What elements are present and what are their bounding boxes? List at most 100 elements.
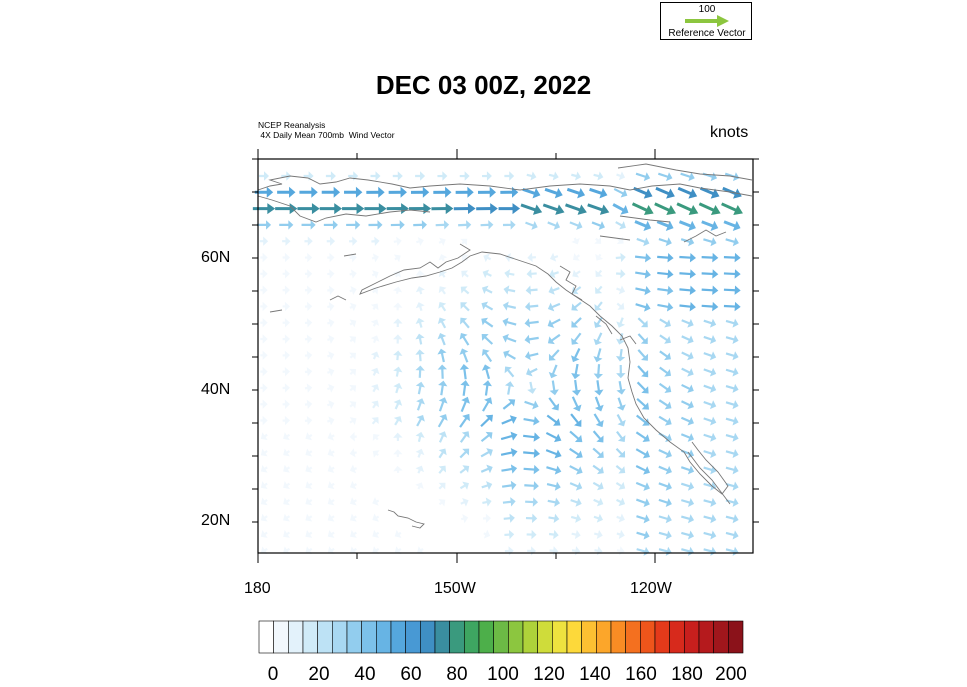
wind-arrow-icon (502, 497, 516, 507)
wind-arrow-icon (615, 221, 626, 230)
wind-arrow-icon (415, 482, 424, 490)
wind-arrow-icon (703, 384, 717, 393)
wind-arrow-icon (372, 513, 380, 522)
wind-arrow-icon (703, 449, 717, 459)
wind-arrow-icon (698, 202, 721, 216)
wind-arrow-icon (393, 399, 403, 410)
lat-label-20n: 20N (201, 512, 231, 529)
wind-arrow-icon (393, 350, 403, 361)
wind-arrow-icon (659, 366, 672, 377)
wind-arrow-icon (304, 399, 313, 410)
wind-arrow-icon (547, 318, 561, 328)
wind-arrow-icon (327, 301, 335, 312)
wind-arrow-icon (344, 186, 363, 198)
wind-arrow-icon (703, 465, 717, 475)
wind-arrow-icon (680, 237, 695, 247)
wind-arrow-icon (679, 269, 696, 279)
wind-arrow-icon (321, 186, 341, 198)
wind-arrow-icon (571, 171, 582, 181)
wind-arrow-icon (616, 381, 626, 395)
wind-arrow-icon (725, 546, 739, 556)
wind-arrow-icon (527, 252, 536, 263)
colorbar-label: 80 (446, 664, 468, 685)
wind-arrow-icon (349, 464, 357, 474)
wind-arrow-icon (438, 286, 447, 295)
wind-arrow-icon (526, 529, 537, 540)
wind-arrow-icon (372, 546, 380, 555)
wind-arrow-icon (569, 447, 583, 459)
wind-arrow-icon (260, 301, 268, 312)
wind-arrow-icon (282, 334, 290, 344)
wind-arrow-icon (459, 465, 470, 474)
wind-arrow-icon (366, 186, 385, 198)
wind-arrow-icon (616, 269, 626, 279)
wind-arrow-icon (659, 350, 671, 361)
wind-arrow-icon (350, 513, 357, 522)
wind-arrow-icon (459, 171, 470, 181)
wind-arrow-icon (350, 529, 357, 538)
wind-arrow-icon (636, 514, 650, 524)
wind-arrow-icon (282, 252, 290, 263)
wind-arrow-icon (458, 220, 472, 230)
wind-arrow-icon (593, 171, 604, 181)
wind-arrow-icon (327, 497, 335, 506)
wind-arrow-icon (631, 202, 654, 216)
wind-arrow-icon (616, 236, 624, 245)
wind-arrow-icon (482, 171, 492, 181)
wind-arrow-icon (482, 497, 492, 507)
wind-arrow-icon (569, 430, 583, 443)
wind-arrow-icon (655, 186, 675, 199)
wind-arrow-icon (681, 351, 694, 361)
wind-arrow-icon (593, 529, 603, 540)
wind-arrow-icon (548, 364, 558, 379)
wind-arrow-icon (260, 252, 268, 263)
colorbar-label: 200 (715, 664, 747, 685)
colorbar-box (713, 620, 729, 654)
wind-arrow-icon (656, 220, 674, 231)
wind-arrow-icon (591, 221, 605, 230)
wind-arrow-icon (283, 546, 291, 555)
wind-arrow-icon (393, 382, 403, 394)
wind-arrow-icon (282, 269, 290, 279)
wind-arrow-icon (723, 301, 741, 312)
wind-arrow-icon (393, 465, 403, 474)
wind-arrow-icon (679, 301, 696, 312)
wind-arrow-icon (725, 351, 739, 361)
wind-arrow-icon (319, 203, 343, 215)
wind-arrow-icon (725, 416, 739, 426)
wind-arrow-icon (725, 400, 739, 410)
wind-arrow-icon (260, 383, 268, 393)
wind-arrow-icon (393, 318, 403, 327)
wind-arrow-icon (460, 238, 468, 246)
wind-arrow-icon (252, 203, 276, 215)
wind-arrow-icon (481, 285, 493, 295)
wind-arrow-icon (526, 269, 537, 279)
wind-arrow-icon (636, 546, 650, 556)
wind-arrow-icon (657, 285, 674, 296)
wind-arrow-icon (615, 447, 626, 458)
wind-arrow-icon (415, 448, 425, 458)
wind-arrow-icon (325, 171, 336, 181)
wind-arrow-icon (504, 546, 514, 556)
wind-arrow-icon (283, 481, 291, 489)
wind-arrow-icon (282, 366, 290, 377)
colorbar-box (654, 620, 670, 654)
colorbar-box (288, 620, 304, 654)
wind-arrow-icon (703, 546, 717, 556)
colorbar-box (478, 620, 494, 654)
wind-arrow-icon (260, 530, 268, 538)
wind-arrow-icon (370, 171, 381, 181)
wind-arrow-icon (433, 186, 452, 198)
wind-arrow-icon (520, 203, 543, 215)
wind-arrow-icon (723, 220, 741, 231)
wind-arrow-icon (701, 301, 719, 312)
wind-arrow-icon (260, 269, 268, 279)
wind-arrow-icon (349, 385, 357, 393)
wind-arrow-icon (524, 334, 539, 344)
wind-arrow-icon (634, 220, 652, 231)
wind-arrow-icon (480, 414, 493, 428)
wind-arrow-icon (438, 254, 448, 262)
wind-arrow-icon (415, 381, 425, 395)
wind-arrow-icon (658, 432, 672, 442)
wind-arrow-icon (703, 416, 717, 426)
